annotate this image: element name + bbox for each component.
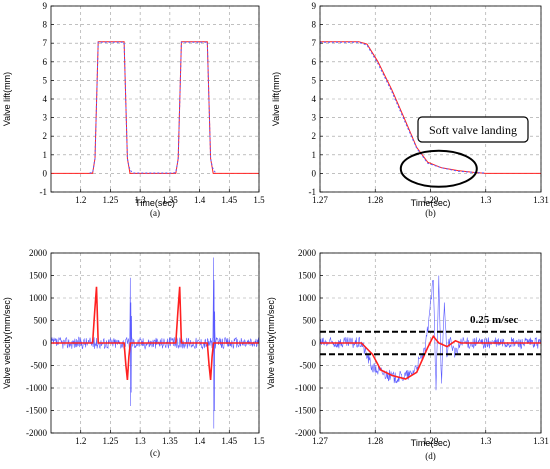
y-tick-label: 0 bbox=[43, 168, 48, 178]
y-tick-label: 1 bbox=[43, 150, 48, 160]
y-tick-label: 7 bbox=[312, 38, 317, 48]
x-tick-label: 1.2 bbox=[75, 195, 86, 205]
x-tick-label: 1.45 bbox=[221, 436, 237, 446]
y-tick-label: -1500 bbox=[26, 406, 47, 416]
panel-a: 1.2 1.25 1.3 1.35 1.4 1.45 1.5 -1 0 1 2 3 4 5 6 7 8 9 Time… bbox=[2, 1, 265, 218]
x-tick-label: 1.28 bbox=[367, 436, 383, 446]
x-tick-label: 1.4 bbox=[194, 195, 206, 205]
y-tick-label: 3 bbox=[43, 113, 48, 123]
y-tick-label: 3 bbox=[312, 113, 317, 123]
annotation-box bbox=[417, 116, 529, 143]
x-tick-label: 1.35 bbox=[162, 436, 178, 446]
x-axis-label: Time(sec) bbox=[135, 198, 175, 208]
y-tick-label: 1000 bbox=[298, 293, 317, 303]
y-tick-label: 1500 bbox=[298, 271, 317, 281]
panel-caption: (c) bbox=[150, 448, 160, 458]
x-tick-label: 1.2 bbox=[75, 436, 86, 446]
series-line-reference bbox=[51, 286, 259, 380]
x-tick-label: 1.25 bbox=[103, 436, 119, 446]
y-tick-label: 1500 bbox=[29, 271, 48, 281]
x-tick-label: 1.4 bbox=[194, 436, 206, 446]
series-line-reference bbox=[320, 334, 541, 380]
y-tick-label: -1 bbox=[309, 187, 317, 197]
x-tick-label: 1.5 bbox=[253, 436, 265, 446]
panel-b: 1.27 1.28 1.29 1.3 1.31 -1 0 1 2 3 4 5 6 7 8 9 Soft valv… bbox=[271, 1, 549, 218]
y-tick-label: 4 bbox=[312, 94, 317, 104]
y-tick-label: 1000 bbox=[29, 293, 48, 303]
x-tick-label: 1.25 bbox=[103, 195, 119, 205]
y-tick-label: -1 bbox=[40, 187, 48, 197]
x-tick-label: 1.27 bbox=[312, 195, 328, 205]
plot-frame bbox=[319, 5, 542, 193]
y-tick-label: -1500 bbox=[295, 406, 316, 416]
series-line-measured bbox=[320, 41, 486, 174]
panel-c: 1.2 1.25 1.3 1.35 1.4 1.45 1.5 -2000 -1500 -1000 -… bbox=[2, 248, 265, 458]
y-axis-label: Valve lift(mm) bbox=[271, 72, 281, 126]
x-axis-label: Time(sec) bbox=[411, 198, 451, 208]
y-tick-label: 0 bbox=[312, 338, 317, 348]
panel-caption: (d) bbox=[425, 451, 436, 461]
series-line-measured bbox=[50, 257, 260, 429]
x-tick-label: 1.45 bbox=[221, 195, 237, 205]
x-tick-label: 1.5 bbox=[253, 195, 265, 205]
plot-frame bbox=[50, 252, 260, 434]
y-tick-label: 0 bbox=[43, 338, 48, 348]
annotation-label: Soft valve landing bbox=[429, 123, 517, 137]
panel-caption: (b) bbox=[425, 208, 436, 218]
x-tick-label: 1.3 bbox=[480, 195, 492, 205]
y-tick-label: -1000 bbox=[295, 383, 316, 393]
series-line-measured bbox=[319, 275, 542, 391]
y-tick-label: 9 bbox=[312, 1, 317, 11]
y-tick-label: 1 bbox=[312, 150, 317, 160]
y-tick-label: 500 bbox=[303, 316, 317, 326]
y-tick-label: -2000 bbox=[295, 428, 316, 438]
y-axis-label: Valve velocity(mm/sec) bbox=[266, 297, 276, 389]
y-tick-label: 5 bbox=[312, 75, 317, 85]
x-tick-label: 1.31 bbox=[533, 436, 549, 446]
x-tick-label: 1.3 bbox=[480, 436, 492, 446]
y-tick-label: 500 bbox=[34, 316, 48, 326]
x-tick-label: 1.3 bbox=[135, 195, 147, 205]
y-tick-label: 9 bbox=[43, 1, 48, 11]
y-tick-label: -2000 bbox=[26, 428, 47, 438]
annotation-label: 0.25 m/sec bbox=[470, 314, 518, 326]
y-tick-label: 8 bbox=[43, 20, 48, 30]
y-tick-label: 4 bbox=[43, 94, 48, 104]
y-axis-label: Valve lift(mm) bbox=[2, 72, 12, 126]
y-tick-label: 0 bbox=[312, 168, 317, 178]
y-tick-label: 8 bbox=[312, 20, 317, 30]
y-tick-label: 2000 bbox=[29, 248, 48, 258]
x-tick-label: 1.3 bbox=[135, 436, 147, 446]
annotation-ellipse bbox=[399, 149, 478, 188]
plot-frame bbox=[319, 252, 542, 434]
y-tick-label: 5 bbox=[43, 75, 48, 85]
y-tick-label: -1000 bbox=[26, 383, 47, 393]
panel-d: 1.27 1.28 1.29 1.3 1.31 -2000 -1500 -1000 -500 0 5… bbox=[266, 248, 549, 461]
x-tick-label: 1.27 bbox=[312, 436, 328, 446]
x-tick-label: 1.29 bbox=[423, 195, 439, 205]
panel-caption: (a) bbox=[150, 208, 160, 218]
y-tick-label: 6 bbox=[312, 57, 317, 67]
y-tick-label: 2 bbox=[43, 131, 48, 141]
x-tick-label: 1.28 bbox=[367, 195, 383, 205]
y-tick-label: 2000 bbox=[298, 248, 317, 258]
y-tick-label: 6 bbox=[43, 57, 48, 67]
y-axis-label: Valve velocity(mm/sec) bbox=[2, 297, 12, 389]
y-tick-label: 2 bbox=[312, 131, 317, 141]
y-tick-label: -500 bbox=[300, 361, 317, 371]
x-tick-label: 1.35 bbox=[162, 195, 178, 205]
x-tick-label: 1.29 bbox=[423, 436, 439, 446]
series-line-measured bbox=[89, 41, 217, 174]
y-tick-label: 7 bbox=[43, 38, 48, 48]
x-axis-label: Time(sec) bbox=[411, 438, 451, 448]
x-tick-label: 1.31 bbox=[533, 195, 549, 205]
y-tick-label: -500 bbox=[31, 361, 48, 371]
plot-frame bbox=[50, 5, 260, 193]
